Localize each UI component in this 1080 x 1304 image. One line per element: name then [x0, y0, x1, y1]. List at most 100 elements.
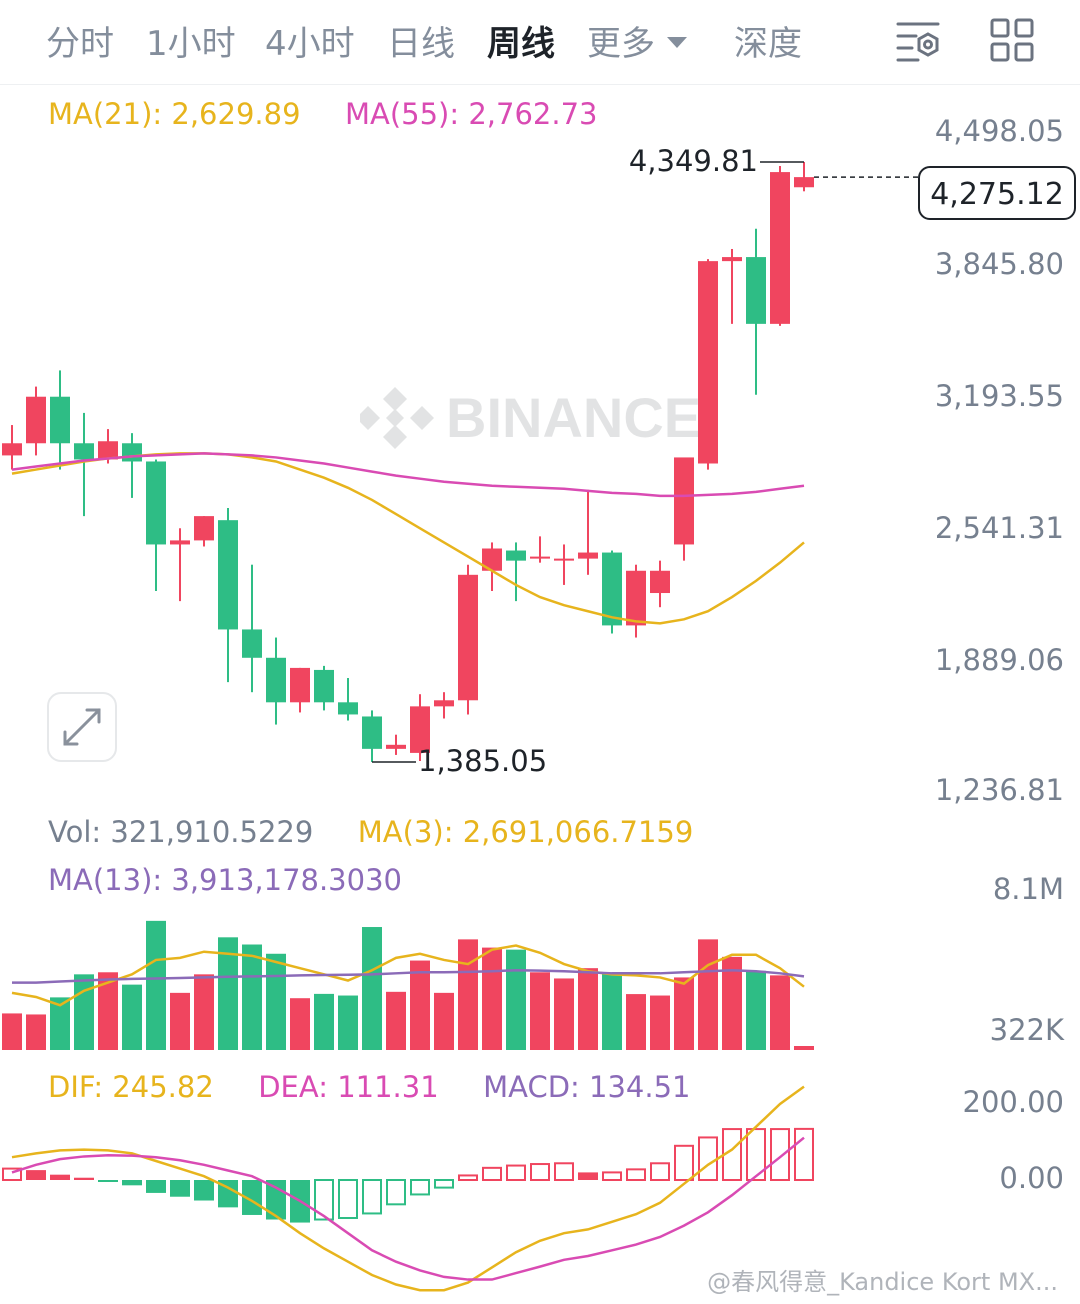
macd-bar: [146, 1180, 166, 1193]
macd-bar: [794, 1127, 814, 1182]
current-price-tag[interactable]: 4,275.12: [918, 166, 1076, 220]
volume-bar: [770, 975, 790, 1050]
candle-body: [266, 657, 286, 703]
macd-bar: [578, 1172, 598, 1180]
tab-more[interactable]: 更多: [587, 16, 687, 65]
grid-layout-icon[interactable]: [988, 16, 1036, 64]
price-axis-label: 2,541.31: [934, 511, 1064, 545]
watermark-text: BINANCE: [446, 386, 700, 449]
high-price-label: 4,349.81: [629, 144, 758, 178]
volume-bar: [698, 939, 718, 1050]
candle-body: [50, 396, 70, 444]
vol-ma13-legend: MA(13): 3,913,178.3030: [48, 863, 402, 897]
macd-bar: [554, 1162, 574, 1182]
volume-bar: [362, 927, 382, 1050]
volume-legend: Vol: 321,910.5229 MA(3): 2,691,066.7159: [48, 815, 693, 849]
candle-body: [2, 443, 22, 456]
dif-line: [11, 1085, 805, 1292]
macd-bar: [506, 1164, 526, 1182]
volume-bar: [242, 944, 262, 1050]
candle-body: [482, 548, 502, 571]
volume-bar: [722, 956, 742, 1050]
dea-line: [11, 1136, 805, 1281]
candle-body: [626, 570, 646, 626]
candle-body: [170, 540, 190, 545]
macd-bar: [674, 1144, 694, 1182]
candle-body: [74, 443, 94, 460]
macd-bar: [482, 1166, 502, 1181]
binance-watermark: BINANCE: [356, 383, 701, 453]
macd-bar: [338, 1179, 358, 1219]
expand-button[interactable]: [47, 692, 117, 762]
main-legend: MA(21): 2,629.89 MA(55): 2,762.73: [48, 97, 598, 131]
dif-legend: DIF: 245.82: [48, 1070, 214, 1104]
candle-body: [530, 556, 550, 559]
price-axis-label: 3,845.80: [934, 247, 1064, 281]
volume-axis-label: 8.1M: [992, 872, 1064, 906]
candle-body: [146, 461, 166, 545]
ma21-legend: MA(21): 2,629.89: [48, 97, 301, 131]
candle-body: [434, 700, 454, 707]
macd-bar: [458, 1174, 478, 1181]
candle-body: [602, 552, 622, 626]
tab-realtime[interactable]: 分时: [46, 24, 114, 64]
ma55-line: [11, 452, 805, 498]
price-axis-label: 3,193.55: [934, 379, 1064, 413]
macd-axis-label: 200.00: [962, 1085, 1064, 1119]
tab-daily[interactable]: 日线: [387, 24, 455, 64]
expand-arrows-icon: [63, 708, 101, 746]
macd-bar: [602, 1171, 622, 1182]
tab-depth[interactable]: 深度: [734, 24, 802, 64]
vol-ma3-legend: MA(3): 2,691,066.7159: [357, 815, 694, 849]
macd-bar: [626, 1168, 646, 1181]
candle-body: [674, 457, 694, 545]
candle-body: [746, 257, 766, 324]
volume-bar: [170, 992, 190, 1050]
vol-ma3-line: [11, 944, 805, 1007]
macd-bar: [746, 1128, 766, 1181]
ma55-legend: MA(55): 2,762.73: [344, 97, 598, 131]
volume-bar: [434, 992, 454, 1050]
volume-bar: [218, 937, 238, 1050]
volume-bar: [2, 1013, 22, 1050]
macd-bar: [266, 1180, 286, 1220]
macd-bar: [698, 1136, 718, 1181]
tab-weekly[interactable]: 周线: [487, 24, 555, 64]
volume-bar: [482, 947, 502, 1050]
volume-bar: [290, 998, 310, 1050]
price-axis-label: 1,236.81: [934, 773, 1064, 807]
volume-bar: [50, 997, 70, 1050]
timeframe-tab-bar: 分时 1小时 4小时 日线 周线 更多 深度: [0, 0, 1080, 85]
candle-body: [458, 574, 478, 701]
volume-bar: [506, 949, 526, 1050]
macd-bar: [26, 1170, 46, 1180]
vol-ma13-line: [12, 968, 805, 984]
tab-more-label: 更多: [587, 24, 655, 64]
volume-bar: [194, 974, 214, 1050]
chevron-down-icon: [667, 37, 687, 48]
candle-body: [242, 629, 262, 658]
volume-bar: [146, 920, 166, 1050]
candle-body: [338, 702, 358, 715]
tab-4h[interactable]: 4小时: [265, 24, 355, 64]
macd-bar: [386, 1179, 406, 1206]
volume-bar: [410, 960, 430, 1050]
volume-bar: [458, 939, 478, 1050]
volume-bar: [650, 995, 670, 1050]
volume-bar: [98, 972, 118, 1050]
candle-body: [650, 570, 670, 594]
macd-value-legend: MACD: 134.51: [483, 1070, 691, 1104]
volume-bar: [674, 977, 694, 1050]
macd-bar: [362, 1179, 382, 1215]
candle-body: [506, 550, 526, 561]
chart-settings-icon[interactable]: [894, 16, 942, 64]
tab-1h[interactable]: 1小时: [146, 24, 236, 64]
candle-body: [578, 552, 598, 559]
macd-bar: [242, 1180, 262, 1215]
macd-axis-label: 0.00: [999, 1161, 1064, 1195]
footer-watermark: @春风得意_Kandice Kort MX...: [707, 1268, 1058, 1296]
price-axis-label: 1,889.06: [934, 643, 1064, 677]
volume-bar: [338, 995, 358, 1050]
volume-bar: [554, 978, 574, 1050]
